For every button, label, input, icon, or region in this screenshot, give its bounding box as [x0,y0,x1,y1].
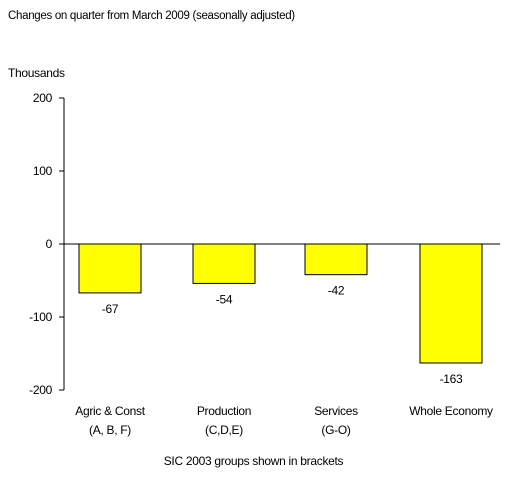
category-label: Services [314,404,358,418]
bar [304,243,368,276]
category-label: Whole Economy [409,404,493,418]
bar [192,243,256,284]
chart-footnote: SIC 2003 groups shown in brackets [163,454,344,468]
y-tick-label: -200 [29,383,52,397]
category-label: Agric & Const [75,404,145,418]
data-label: -67 [102,302,119,316]
category-label: Production [197,404,251,418]
data-label: -163 [440,372,463,386]
data-label: -42 [328,284,345,298]
y-axis-label: Thousands [8,66,65,80]
bar [78,243,142,294]
y-tick-label: 200 [33,91,53,105]
chart-subtitle: Changes on quarter from March 2009 (seas… [8,10,295,22]
y-tick-label: 100 [33,164,53,178]
category-label: (A, B, F) [89,423,131,437]
bar [419,243,483,364]
data-label: -54 [216,292,233,306]
y-tick-label: -100 [29,310,52,324]
category-label: (G-O) [321,423,350,437]
category-label: (C,D,E) [205,423,243,437]
y-tick-label: 0 [46,237,53,251]
